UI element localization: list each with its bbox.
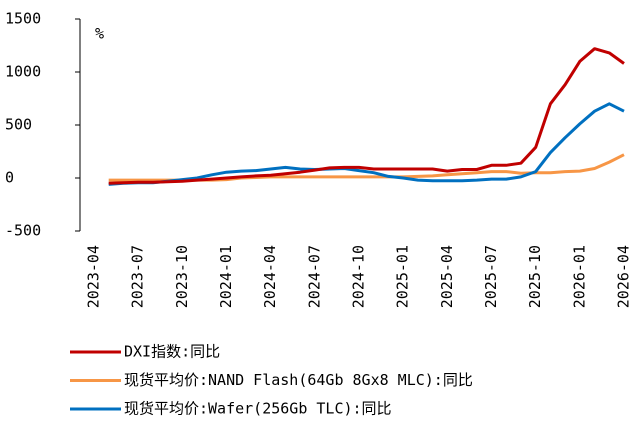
x-tick-label: 2025-01 bbox=[394, 245, 412, 308]
x-tick-label: 2024-07 bbox=[305, 245, 323, 308]
legend-label: 现货平均价:NAND Flash(64Gb 8Gx8 MLC):同比 bbox=[124, 371, 473, 389]
x-tick-label: 2024-01 bbox=[217, 245, 235, 308]
x-tick-label: 2026-04 bbox=[615, 245, 632, 308]
y-tick-label: 1000 bbox=[5, 63, 41, 81]
x-tick-label: 2024-10 bbox=[350, 245, 368, 308]
x-tick-label: 2025-10 bbox=[526, 245, 544, 308]
x-tick-label: 2024-04 bbox=[261, 245, 279, 308]
y-tick-label: 500 bbox=[5, 116, 32, 134]
unit-annotation: % bbox=[95, 25, 104, 43]
x-tick-label: 2023-10 bbox=[173, 245, 191, 308]
y-tick-label: -500 bbox=[5, 222, 41, 240]
x-tick-label: 2023-04 bbox=[85, 245, 103, 308]
y-tick-label: 0 bbox=[5, 169, 14, 187]
y-tick-label: 1500 bbox=[5, 10, 41, 28]
legend-label: 现货平均价:Wafer(256Gb TLC):同比 bbox=[124, 400, 392, 418]
legend-label: DXI指数:同比 bbox=[124, 343, 220, 361]
x-tick-label: 2023-07 bbox=[129, 245, 147, 308]
x-tick-label: 2026-01 bbox=[570, 245, 588, 308]
x-tick-label: 2025-04 bbox=[438, 245, 456, 308]
x-tick-label: 2025-07 bbox=[482, 245, 500, 308]
series-line bbox=[109, 49, 624, 184]
